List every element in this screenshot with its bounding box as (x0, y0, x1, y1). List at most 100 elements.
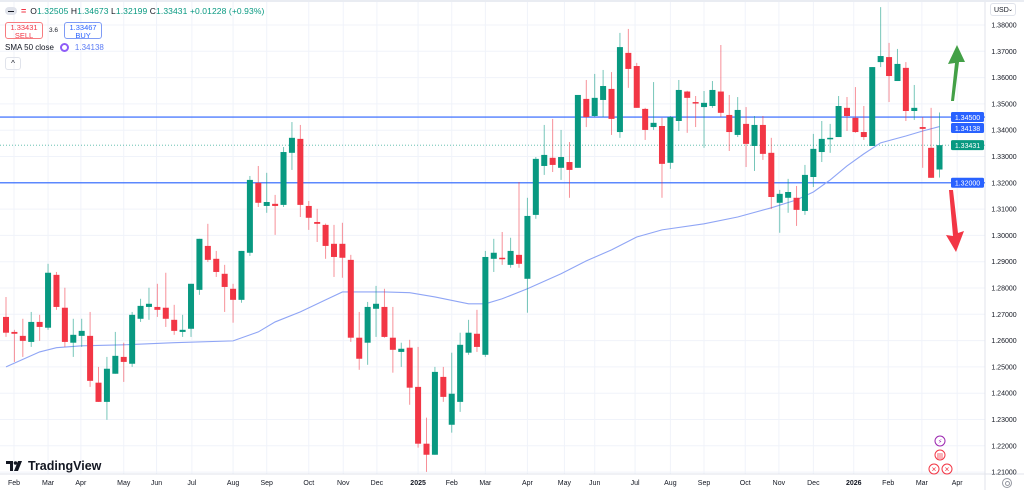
candle-body (625, 52, 632, 69)
candle-body (919, 127, 926, 129)
candle-body (566, 162, 573, 170)
candle-body (734, 109, 741, 135)
candle-body (28, 321, 35, 342)
sma-value: 1.34138 (74, 43, 104, 52)
price-tag-label: 1.34138 (955, 126, 980, 133)
uk-flag-icon[interactable] (941, 463, 953, 475)
candle-body (61, 307, 68, 342)
candle-body (36, 321, 43, 327)
candle-body (894, 63, 901, 82)
price-tick-label: 1.22000 (991, 443, 1016, 450)
candle-body (827, 137, 834, 140)
candle-body (549, 157, 556, 165)
up-arrow-drawing[interactable] (948, 45, 965, 101)
sma-label: SMA 50 close (5, 43, 54, 52)
candle-body (616, 47, 623, 133)
sma-50-line[interactable] (5, 126, 940, 368)
candle-body (11, 331, 18, 334)
price-tick-label: 1.32000 (991, 180, 1016, 187)
candle-body (482, 256, 489, 355)
price-tick-label: 1.30000 (991, 233, 1016, 240)
candle-body (675, 89, 682, 121)
candle-body (103, 368, 110, 402)
currency-dropdown[interactable]: USD ⌄ (990, 3, 1016, 16)
candle-body (499, 257, 506, 260)
uk-flag-icon[interactable] (928, 463, 940, 475)
lightning-icon[interactable] (934, 435, 946, 447)
candle-body (3, 316, 9, 333)
tradingview-logo-icon (6, 461, 22, 471)
chart-legend: = O1.32505 H1.34673 L1.32199 C1.33431 +0… (5, 4, 264, 70)
candle-body (768, 152, 775, 198)
candle-body (322, 224, 329, 246)
uk-flag-icon-glyph: ✕ (944, 466, 949, 474)
time-tick-label: Nov (337, 480, 350, 487)
candle-body (793, 197, 800, 210)
candle-body (902, 67, 909, 112)
candle-body (709, 89, 716, 107)
price-tick-label: 1.21000 (991, 470, 1016, 477)
buy-button[interactable]: 1.33467 BUY (64, 22, 103, 40)
price-tick-label: 1.27000 (991, 312, 1016, 319)
time-tick-label: Dec (807, 480, 820, 487)
candle-body (45, 272, 52, 328)
time-tick-label: Jun (589, 480, 600, 487)
close-label: C (149, 6, 157, 16)
time-tick-label: May (117, 480, 131, 487)
candle-body (776, 193, 783, 203)
uk-flag-icon-glyph: ✕ (931, 466, 936, 474)
candle-body (238, 250, 245, 300)
candle-body (95, 382, 102, 402)
candle-body (743, 123, 750, 144)
price-tick-label: 1.29000 (991, 259, 1016, 266)
candle-body (600, 86, 607, 100)
time-tick-label: Apr (522, 480, 534, 487)
chevron-up-icon: ^ (11, 59, 15, 68)
time-tick-label: Mar (42, 480, 55, 487)
price-tick-label: 1.24000 (991, 391, 1016, 398)
candle-body (87, 335, 94, 381)
open-label: O (30, 6, 37, 16)
candle-body (112, 355, 119, 374)
time-tick-label: May (558, 480, 572, 487)
candle-body (684, 91, 691, 98)
candle-body (726, 114, 733, 133)
price-tag (951, 123, 984, 134)
symbol-toggle-icon[interactable] (5, 7, 17, 15)
candle-body (574, 94, 581, 168)
candle-body (818, 138, 825, 153)
time-tick-label: 2026 (846, 480, 862, 487)
candle-body (835, 106, 842, 138)
sma-indicator-legend[interactable]: SMA 50 close 1.34138 (5, 43, 264, 52)
indicator-loading-icon (59, 43, 69, 52)
us-flag-icon[interactable] (934, 449, 946, 461)
sell-button[interactable]: 1.33431 SELL (5, 22, 43, 40)
time-tick-label: Dec (371, 480, 384, 487)
candle-body (162, 307, 169, 319)
down-arrow-drawing[interactable] (946, 190, 964, 252)
price-tick-label: 1.38000 (991, 23, 1016, 30)
candle-body (314, 221, 321, 224)
candle-body (751, 124, 758, 146)
sell-label: SELL (14, 31, 34, 40)
candle-body (928, 147, 935, 178)
settings-gear-icon[interactable] (1002, 478, 1012, 488)
price-tick-label: 1.36000 (991, 75, 1016, 82)
time-tick-label: Jul (187, 480, 196, 487)
equals-icon[interactable]: = (21, 6, 27, 16)
candle-body (272, 203, 279, 206)
price-tag-label: 1.33431 (955, 143, 980, 150)
candle-body (280, 152, 287, 205)
buy-label: BUY (75, 31, 91, 40)
candle-body (78, 330, 85, 336)
candle-body (19, 335, 26, 341)
candle-body (507, 250, 514, 265)
candle-body (701, 102, 708, 108)
tradingview-logo[interactable]: TradingView (6, 459, 101, 473)
lightning-icon-glyph: ⚡ (938, 438, 943, 446)
collapse-legend-button[interactable]: ^ (5, 57, 21, 70)
candle-body (642, 108, 649, 130)
candle-body (844, 107, 850, 116)
price-tick-label: 1.35000 (991, 101, 1016, 108)
